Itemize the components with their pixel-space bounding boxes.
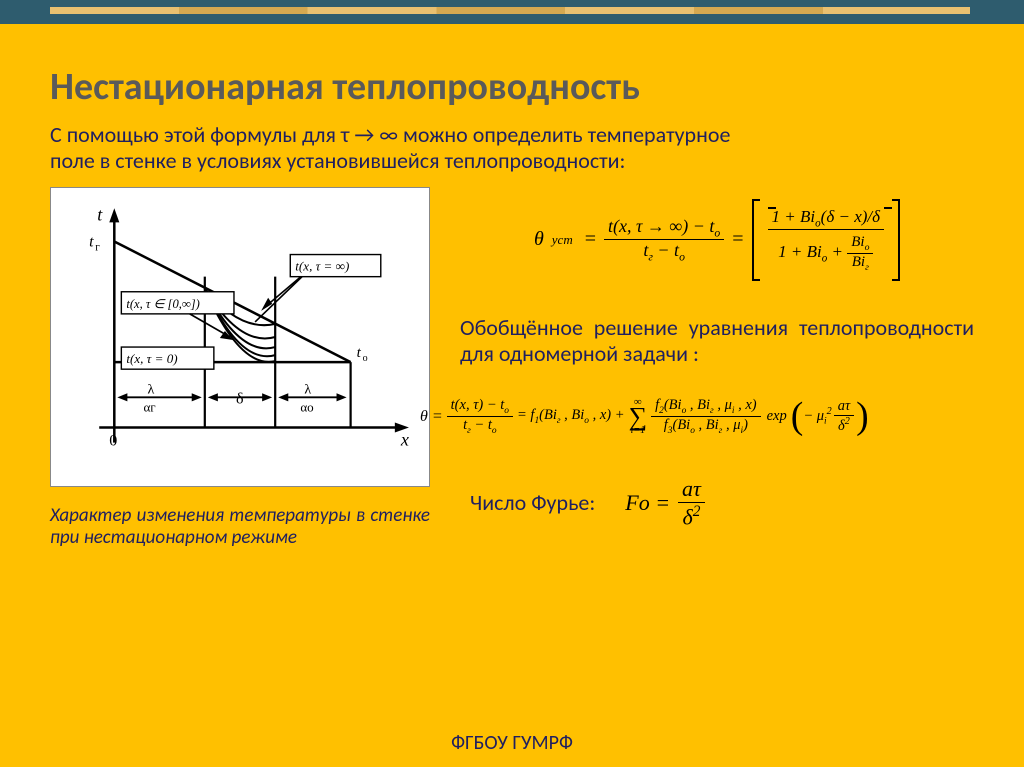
region-right-d: αо: [300, 399, 314, 414]
content-row: t x 0 t г t о: [50, 187, 974, 549]
tg-sub: г: [95, 241, 100, 253]
fourier-label: Число Фурье:: [470, 489, 595, 516]
accent-bar: [0, 0, 1024, 24]
curve-inf-label: t(x, τ = ∞): [295, 258, 349, 273]
curve-family-label: t(x, τ ∈ [0,∞]): [126, 297, 200, 311]
right-column: θуст = t(x, τ → ∞) − tо tг − tо = 1 + Bi…: [460, 187, 974, 549]
figure-svg: t x 0 t г t о: [59, 196, 421, 478]
temperature-figure: t x 0 t г t о: [50, 187, 430, 487]
tg-label: t: [89, 233, 94, 250]
slide-title: Нестационарная теплопроводность: [50, 64, 974, 110]
to-sub: о: [363, 353, 368, 364]
figure-caption: Характер изменения температуры в стенке …: [50, 505, 430, 549]
region-right-n: λ: [304, 381, 311, 397]
footer-org: ФГБОУ ГУМРФ: [0, 731, 1024, 755]
to-label: t: [357, 345, 362, 361]
fourier-row: Число Фурье: Fo = aτ δ2: [470, 476, 974, 530]
generalized-solution-text: Обобщённое решение уравнения теплопровод…: [460, 315, 974, 368]
slide-body: Нестационарная теплопроводность С помощь…: [0, 24, 1024, 767]
equation-fourier: Fo = aτ δ2: [625, 476, 705, 530]
intro-paragraph: С помощью этой формулы для τ → ∞ можно о…: [50, 122, 770, 175]
equation-theta-steady: θуст = t(x, τ → ∞) − tо tг − tо = 1 + Bi…: [460, 185, 974, 295]
left-column: t x 0 t г t о: [50, 187, 440, 549]
equation-theta-general: θ = t(x, τ) − tо tг − tо = f1(Biг , Biо …: [420, 386, 974, 448]
curve-zero-label: t(x, τ = 0): [126, 351, 177, 366]
y-axis-label: t: [97, 204, 103, 224]
region-mid: δ: [236, 390, 244, 407]
x-axis-label: x: [400, 429, 409, 449]
origin-label: 0: [109, 432, 117, 449]
region-left-d: αг: [143, 399, 156, 414]
region-left-n: λ: [147, 381, 154, 397]
